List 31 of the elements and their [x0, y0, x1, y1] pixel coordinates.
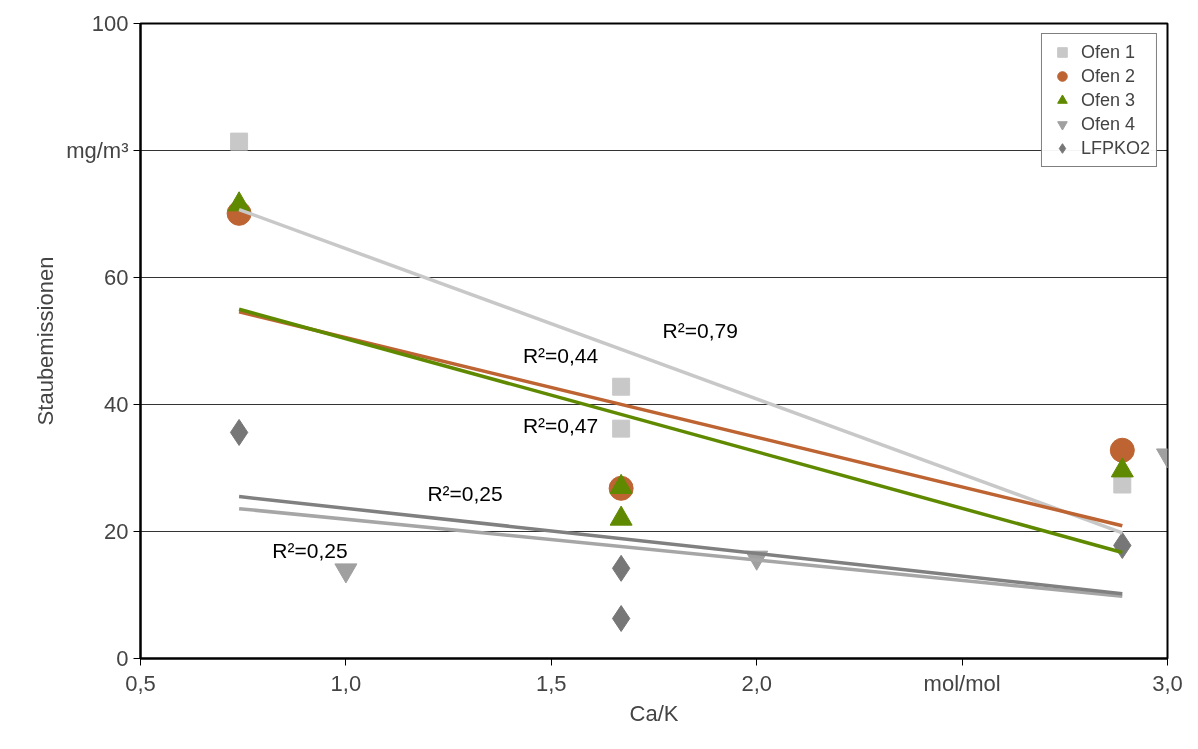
point [1109, 437, 1135, 463]
y-tick-label: 100 [91, 11, 129, 36]
x-tick-label: 0,5 [125, 670, 156, 696]
y-tick-label: 60 [104, 265, 129, 290]
point [229, 418, 249, 446]
point [230, 132, 249, 151]
x-tick-label: 1,5 [536, 670, 567, 696]
annotation: R²=0,25 [427, 481, 503, 505]
point [612, 419, 631, 438]
y-tick-label: 0 [116, 646, 129, 671]
annotation: R²=0,25 [272, 539, 348, 563]
y-tick-label: 40 [104, 392, 129, 417]
point [611, 554, 631, 582]
y-tick-label: 20 [104, 519, 129, 544]
annotation: R²=0,44 [522, 344, 599, 368]
legend-label: Ofen 3 [1080, 89, 1136, 111]
x-tick-label: 1,0 [330, 670, 362, 696]
point [612, 377, 631, 396]
y-tick-label: mg/m³ [66, 138, 129, 163]
legend-label: LFPKO2 [1080, 137, 1150, 159]
legend-label: Ofen 4 [1080, 113, 1136, 135]
annotation: R²=0,79 [662, 318, 738, 342]
y-axis-title: Staubemissionen [33, 256, 59, 426]
point [611, 604, 631, 632]
legend-label: Ofen 2 [1080, 65, 1136, 87]
x-tick-label: 3,0 [1152, 670, 1183, 696]
annotation: R²=0,47 [522, 413, 599, 437]
x-tick-label: mol/mol [923, 670, 1001, 696]
x-tick-label: 2,0 [741, 670, 772, 696]
x-axis-title: Ca/K [629, 700, 679, 726]
legend-label: Ofen 1 [1080, 41, 1136, 63]
